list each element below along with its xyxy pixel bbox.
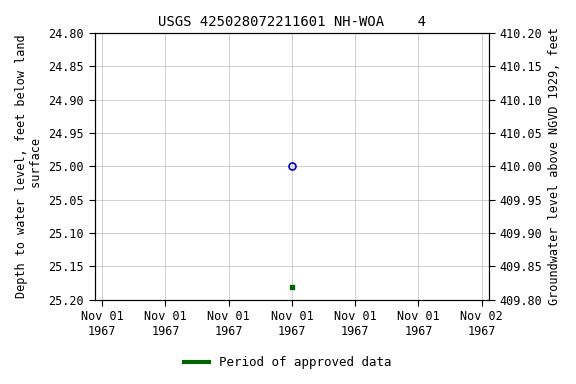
- Title: USGS 425028072211601 NH-WOA    4: USGS 425028072211601 NH-WOA 4: [158, 15, 426, 29]
- Y-axis label: Groundwater level above NGVD 1929, feet: Groundwater level above NGVD 1929, feet: [548, 28, 561, 305]
- Legend: Period of approved data: Period of approved data: [179, 351, 397, 374]
- Y-axis label: Depth to water level, feet below land
 surface: Depth to water level, feet below land su…: [15, 35, 43, 298]
